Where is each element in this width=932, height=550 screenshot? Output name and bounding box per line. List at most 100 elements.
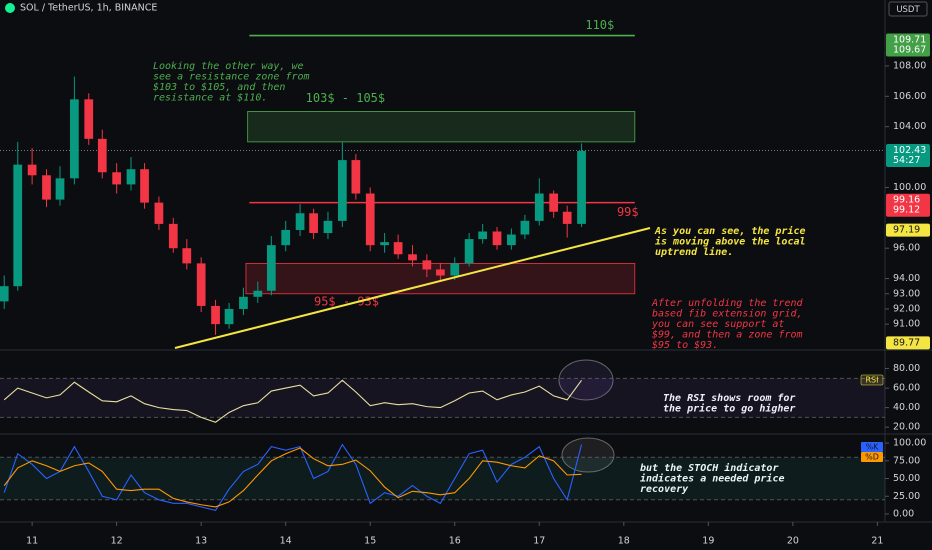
- candle-body: [239, 296, 248, 309]
- candle-body: [408, 254, 417, 261]
- symbol-title: SOL / TetherUS, 1h, BINANCE: [20, 3, 157, 14]
- price-tag-label: 109.71: [893, 34, 926, 45]
- highlight-circle: [561, 437, 615, 473]
- candle-body: [562, 211, 572, 224]
- candle-body: [380, 242, 389, 246]
- annotation-line: but the STOCH indicator: [640, 462, 778, 474]
- price-tag: [886, 223, 930, 237]
- price-tag: [886, 33, 930, 57]
- y-tick-label: 96.00: [893, 243, 920, 254]
- y-tick-label: 60.00: [893, 383, 920, 394]
- y-tick-label: 100.00: [893, 438, 926, 449]
- price-tag-label: 102.43: [893, 145, 926, 156]
- currency-label[interactable]: USDT: [896, 5, 920, 15]
- candle-body: [27, 164, 37, 176]
- annotation-line: see a resistance zone from: [153, 72, 310, 83]
- candle-body: [577, 150, 586, 224]
- annotation-line: uptrend line.: [655, 246, 733, 258]
- annotation-line: you can see support at: [651, 319, 784, 330]
- price-tag: [886, 144, 930, 168]
- x-tick-label: 19: [702, 536, 714, 547]
- legend-label: RSI: [866, 376, 879, 385]
- candle-body: [84, 99, 94, 139]
- candle-body: [182, 248, 192, 264]
- price-tag-label: 109.67: [893, 44, 926, 55]
- y-tick-label: 93.00: [893, 288, 920, 299]
- symbol-icon: [5, 3, 15, 13]
- annotation-line: is moving above the local: [655, 236, 806, 248]
- candle-body: [55, 178, 65, 200]
- candle-body: [492, 231, 502, 246]
- x-tick-label: 11: [26, 536, 38, 547]
- y-tick-label: 104.00: [893, 121, 926, 132]
- candle-body: [422, 260, 432, 270]
- legend-swatch: [861, 452, 883, 462]
- candle-body: [196, 263, 206, 306]
- candle-body: [534, 193, 544, 221]
- candle-body: [13, 164, 23, 287]
- price-tag: [886, 193, 930, 217]
- indicator-line: [3, 443, 583, 512]
- candle-body: [436, 269, 445, 276]
- y-tick-label: 75.00: [893, 455, 920, 466]
- y-tick-label: 94.00: [893, 273, 920, 284]
- y-tick-label: 106.00: [893, 91, 926, 102]
- x-tick-label: 14: [280, 536, 292, 547]
- x-tick-label: 17: [533, 536, 545, 547]
- x-tick-label: 21: [871, 536, 883, 547]
- zone: [247, 111, 636, 143]
- candle-body: [337, 160, 347, 221]
- annotation-line: indicates a needed price: [640, 473, 785, 485]
- candle-body: [393, 242, 403, 255]
- candle-body: [70, 99, 79, 179]
- level-label: 110$: [585, 18, 614, 32]
- y-tick-label: 20.00: [893, 422, 920, 433]
- y-tick-label: 108.00: [893, 60, 926, 71]
- trendline: [174, 227, 651, 349]
- annotation-line: resistance at $110.: [153, 93, 267, 104]
- highlight-circle: [558, 359, 614, 401]
- candle-body: [507, 234, 516, 246]
- candle-body: [154, 202, 164, 224]
- price-tag-label: 89.77: [893, 337, 920, 348]
- x-tick-label: 12: [111, 536, 123, 547]
- zone-label: 95$ - 93$: [314, 294, 379, 308]
- candle-body: [450, 263, 460, 276]
- candle-body: [464, 239, 474, 264]
- candle-body: [281, 229, 291, 246]
- annotation-line: The RSI shows room for: [663, 393, 795, 404]
- legend-swatch: [861, 442, 883, 452]
- legend-swatch: [860, 374, 884, 386]
- y-tick-label: 92.00: [893, 303, 920, 314]
- annotation-line: the price to go higher: [663, 403, 795, 415]
- x-tick-label: 18: [618, 536, 630, 547]
- y-tick-label: 25.00: [893, 491, 920, 502]
- candle-body: [253, 290, 263, 297]
- legend-label: %K: [866, 443, 880, 452]
- candle-body: [211, 305, 220, 325]
- indicator-band: [0, 378, 885, 418]
- annotation-line: $103 to $105, and then: [153, 82, 285, 93]
- indicator-line: [3, 379, 582, 423]
- annotation-line: $99, and then a zone from: [652, 330, 803, 341]
- candle-body: [549, 193, 559, 212]
- price-tag-label: 99.12: [893, 205, 920, 216]
- currency-button[interactable]: [888, 1, 928, 17]
- candle-body: [295, 213, 305, 230]
- candle-body: [365, 193, 375, 246]
- x-tick-label: 20: [787, 536, 799, 547]
- annotation-line: based fib extension grid,: [652, 309, 803, 320]
- x-tick-label: 13: [195, 536, 207, 547]
- candle-body: [520, 220, 530, 235]
- annotation-line: After unfolding the trend: [651, 298, 803, 309]
- price-tag: [886, 336, 930, 350]
- price-tag-label: 99.16: [893, 195, 920, 206]
- candle-body: [309, 213, 318, 234]
- y-tick-label: 50.00: [893, 473, 920, 484]
- candle-body: [266, 245, 276, 291]
- candle-body: [126, 169, 136, 185]
- candle-body: [42, 175, 51, 200]
- x-tick-label: 15: [364, 536, 376, 547]
- y-tick-label: 91.00: [893, 319, 920, 330]
